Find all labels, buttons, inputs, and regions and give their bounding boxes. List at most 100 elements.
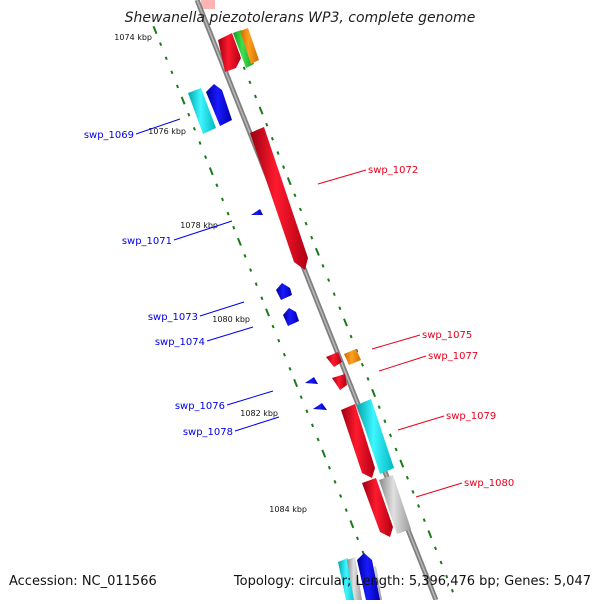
gene-orange-small <box>344 349 361 365</box>
left-tick <box>282 352 286 357</box>
right-tick <box>286 177 292 186</box>
left-tick <box>260 296 264 301</box>
left-tick <box>271 324 275 329</box>
right-tick <box>314 247 320 256</box>
leader-swp_1079 <box>397 415 445 431</box>
left-tick <box>170 70 174 75</box>
right-tick <box>427 530 433 539</box>
accession-text: Accession: NC_011566 <box>9 574 157 589</box>
right-tick <box>293 193 297 198</box>
label-swp_1078: swp_1078 <box>183 427 233 438</box>
left-tick <box>208 167 214 176</box>
label-swp_1069: swp_1069 <box>84 130 134 141</box>
left-tick <box>220 197 225 202</box>
right-tick <box>332 292 336 297</box>
topology-text: Topology: circular; Length: 5,396,476 bp… <box>233 574 591 589</box>
left-tick <box>215 183 219 188</box>
label-swp_1077: swp_1077 <box>428 351 478 362</box>
leader-swp_1071 <box>173 220 233 241</box>
label-swp_1073: swp_1073 <box>148 312 198 323</box>
gene-swp_1080-arrow <box>362 478 393 537</box>
right-tick <box>411 490 415 494</box>
gene-cyan-left <box>188 88 216 134</box>
reverse-gene-labels: swp_1069 swp_1071 swp_1073 swp_1074 swp_… <box>84 118 280 438</box>
gene-bottom-cyan <box>338 558 356 600</box>
label-swp_1075: swp_1075 <box>422 330 472 341</box>
left-tick <box>321 449 327 458</box>
left-tick <box>310 423 315 428</box>
gene-swp_1074-arrow <box>283 308 299 326</box>
left-tick <box>187 112 191 117</box>
gene-bottom-grey <box>347 557 362 600</box>
gene-swp_1070-arrow <box>218 33 241 72</box>
kbp-label-1076: 1076 kbp <box>148 127 186 136</box>
gene-cyan-right <box>357 399 394 474</box>
left-tick <box>226 211 230 216</box>
left-tick <box>164 56 168 61</box>
left-tick <box>355 536 360 541</box>
kbp-labels: 1074 kbp 1076 kbp 1078 kbp 1080 kbp 1082… <box>114 33 307 514</box>
right-tick <box>439 560 443 565</box>
kbp-label-1084: 1084 kbp <box>269 505 307 514</box>
kbp-label-1080: 1080 kbp <box>212 315 250 324</box>
gene-swp_1072-arrow <box>250 127 308 270</box>
label-swp_1074: swp_1074 <box>155 337 205 348</box>
leader-swp_1076 <box>226 390 274 406</box>
kbp-label-1074: 1074 kbp <box>114 33 152 42</box>
gene-swp_1077-arrow <box>332 374 347 390</box>
label-swp_1072: swp_1072 <box>368 165 418 176</box>
right-tick <box>360 362 364 367</box>
right-tick <box>417 504 421 508</box>
right-tick <box>383 419 387 424</box>
gene-swp_1078-arrow <box>313 403 327 410</box>
right-tick <box>253 94 258 99</box>
left-tick <box>344 508 348 512</box>
kbp-label-1082: 1082 kbp <box>240 409 278 418</box>
label-swp_1076: swp_1076 <box>175 401 225 412</box>
right-tick <box>304 221 308 226</box>
right-tick <box>265 122 269 127</box>
left-tick <box>198 141 202 145</box>
kbp-label-1078: 1078 kbp <box>180 221 218 230</box>
left-tick <box>349 520 355 529</box>
left-tick <box>180 96 186 105</box>
left-tick <box>299 395 303 399</box>
right-tick <box>377 405 381 409</box>
right-tick <box>248 80 252 85</box>
right-tick <box>433 546 438 551</box>
left-tick <box>152 25 158 35</box>
left-tick <box>293 378 299 388</box>
gene-bottom-blue <box>357 553 380 600</box>
right-tick <box>310 235 314 240</box>
label-swp_1080: swp_1080 <box>464 478 514 489</box>
right-tick <box>388 433 393 438</box>
label-swp_1079: swp_1079 <box>446 411 496 422</box>
right-tick <box>422 518 426 522</box>
right-tick <box>405 475 409 480</box>
forward-genes <box>218 33 393 537</box>
left-tick <box>249 268 253 272</box>
right-tick <box>366 377 370 381</box>
right-tick <box>399 459 405 468</box>
leader-swp_1073 <box>199 301 245 317</box>
left-tick <box>236 237 242 246</box>
reverse-genes <box>206 84 380 600</box>
left-tick <box>175 84 180 89</box>
right-tick <box>298 207 303 212</box>
right-tick <box>321 264 325 268</box>
leader-swp_1078 <box>234 416 280 432</box>
right-tick <box>343 318 348 327</box>
left-tick <box>243 254 247 258</box>
gene-swp_1075-arrow <box>326 352 342 367</box>
right-tick <box>371 388 377 398</box>
right-tick <box>242 66 246 71</box>
gene-swp_1069-arrow <box>206 84 232 126</box>
right-tick <box>270 137 274 141</box>
right-tick <box>445 574 449 579</box>
left-tick <box>192 127 196 131</box>
left-tick <box>265 308 270 317</box>
gene-grey-block <box>379 475 411 534</box>
left-tick <box>204 155 208 159</box>
right-tick <box>258 106 264 115</box>
